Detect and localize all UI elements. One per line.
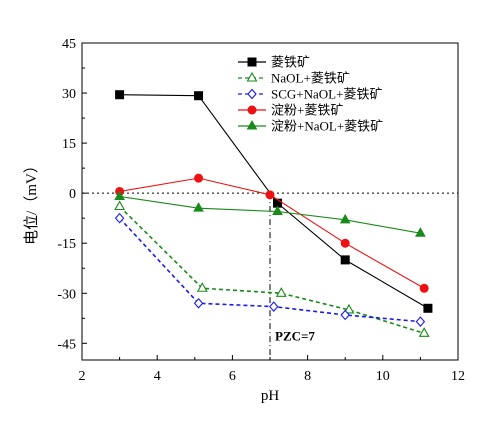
x-tick-label: 8 xyxy=(304,369,311,384)
x-tick-label: 6 xyxy=(229,369,236,384)
series-5 xyxy=(114,190,426,237)
x-tick-label: 12 xyxy=(451,369,465,384)
data-point xyxy=(193,297,204,309)
legend-label: SCG+NaOL+菱铁矿 xyxy=(271,87,382,102)
legend-label: 淀粉+NaOL+菱铁矿 xyxy=(271,119,383,134)
data-point xyxy=(343,303,355,314)
series-layer xyxy=(114,90,433,337)
data-point xyxy=(272,205,283,216)
legend-label: 淀粉+菱铁矿 xyxy=(271,103,343,118)
series-4 xyxy=(115,173,429,293)
legend-item: 菱铁矿 xyxy=(238,55,310,70)
data-point xyxy=(269,301,279,312)
x-axis-title: pH xyxy=(261,388,280,404)
legend-marker xyxy=(247,88,257,100)
y-tick-label: 0 xyxy=(69,187,76,202)
x-tick-label: 10 xyxy=(376,369,390,384)
legend-item: 淀粉+NaOL+菱铁矿 xyxy=(238,119,383,134)
y-axis-title: 电位/（mV） xyxy=(23,158,40,245)
y-tick-label: 30 xyxy=(62,87,76,102)
data-point xyxy=(419,283,429,293)
data-point xyxy=(340,255,350,265)
legend-marker xyxy=(246,119,258,130)
y-tick-label: -45 xyxy=(57,337,76,352)
series-2 xyxy=(114,200,430,337)
data-point xyxy=(265,190,275,200)
legend-marker xyxy=(247,105,257,115)
series-3 xyxy=(114,212,426,327)
data-point xyxy=(423,303,433,313)
y-tick-label: -15 xyxy=(57,237,76,252)
data-point xyxy=(340,309,350,321)
legend-label: 菱铁矿 xyxy=(271,55,310,70)
data-point xyxy=(196,282,208,292)
data-point xyxy=(114,190,125,200)
x-tick-label: 2 xyxy=(79,369,86,384)
y-tick-label: -30 xyxy=(57,287,76,302)
pzc-annotation: PZC=7 xyxy=(275,329,315,344)
legend-label: NaOL+菱铁矿 xyxy=(271,71,350,86)
legend-marker xyxy=(246,71,258,82)
data-point xyxy=(415,316,426,327)
data-point xyxy=(193,202,204,212)
axis-ticks: 2 4 6 8 10 12 -45 -30 -15 0 15 30 45 xyxy=(57,37,465,384)
legend-item: SCG+NaOL+菱铁矿 xyxy=(238,87,382,102)
x-tick-label: 4 xyxy=(154,369,161,384)
y-tick-label: 15 xyxy=(62,137,76,152)
legend-item: 淀粉+菱铁矿 xyxy=(238,103,343,118)
data-point xyxy=(418,327,430,337)
data-point xyxy=(114,200,126,211)
legend-item: NaOL+菱铁矿 xyxy=(238,71,350,86)
data-point xyxy=(194,91,204,101)
data-point xyxy=(415,227,426,237)
data-point xyxy=(194,173,204,183)
legend-marker xyxy=(247,57,257,67)
data-point xyxy=(114,212,125,224)
data-point xyxy=(339,213,351,224)
data-point xyxy=(340,238,350,248)
series-line xyxy=(119,195,421,234)
data-point xyxy=(115,90,125,100)
series-line xyxy=(119,205,425,335)
y-tick-label: 45 xyxy=(62,37,76,52)
data-point xyxy=(275,287,287,297)
